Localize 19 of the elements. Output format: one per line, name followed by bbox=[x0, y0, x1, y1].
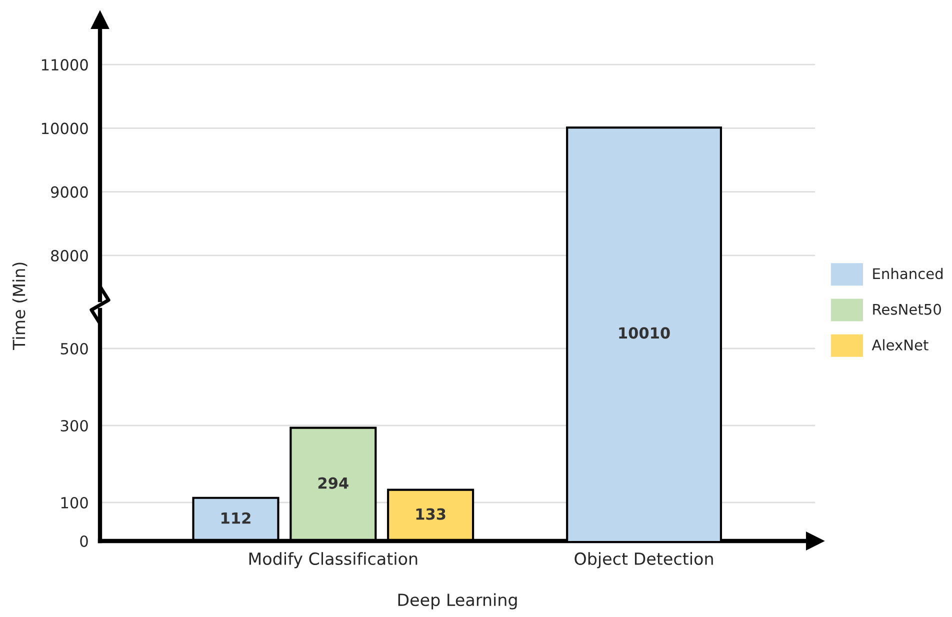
y-tick-label: 9000 bbox=[50, 186, 88, 198]
data-label: 10010 bbox=[619, 327, 670, 339]
y-tick-label: 300 bbox=[60, 420, 88, 432]
y-tick-label: 500 bbox=[60, 342, 88, 355]
legend-label: Enhanced bbox=[873, 268, 943, 280]
y-tick-label: 0 bbox=[80, 535, 88, 548]
y-tick-label: 8000 bbox=[51, 250, 88, 262]
x-tick-label: Modify Classification bbox=[249, 552, 418, 568]
data-label: 133 bbox=[416, 508, 446, 520]
data-label: 112 bbox=[222, 512, 250, 524]
y-tick-label: 100 bbox=[61, 496, 88, 509]
y-tick-label: 10000 bbox=[42, 122, 88, 134]
legend-label: ResNet50 bbox=[873, 304, 941, 315]
y-tick-label: 11000 bbox=[42, 59, 88, 71]
legend-label: AlexNet bbox=[872, 339, 928, 350]
x-tick-label: Object Detection bbox=[574, 552, 713, 568]
x-axis-title: Deep Learning bbox=[398, 593, 517, 610]
data-label: 294 bbox=[318, 477, 348, 489]
y-axis-title: Time (Min) bbox=[12, 262, 28, 350]
